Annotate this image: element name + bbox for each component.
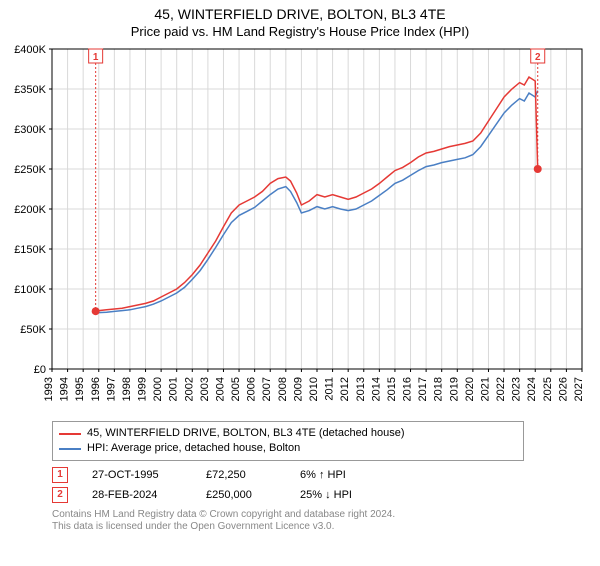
- svg-text:1997: 1997: [105, 377, 117, 401]
- svg-text:2021: 2021: [479, 377, 491, 401]
- chart-svg: £0 £50K £100K £150K £200K £250K £300K £350K £400…: [0, 45, 600, 415]
- svg-text:2001: 2001: [168, 377, 180, 401]
- svg-text:2009: 2009: [292, 377, 304, 401]
- data-price: £250,000: [206, 489, 276, 501]
- svg-text:2012: 2012: [339, 377, 351, 401]
- svg-text:2006: 2006: [246, 377, 258, 401]
- svg-text:2002: 2002: [183, 377, 195, 401]
- data-points-table: 1 27-OCT-1995 £72,250 6% ↑ HPI 2 28-FEB-…: [52, 467, 592, 503]
- svg-text:1998: 1998: [121, 377, 133, 401]
- svg-text:2027: 2027: [573, 377, 585, 401]
- svg-text:2004: 2004: [214, 377, 226, 401]
- legend-item: 45, WINTERFIELD DRIVE, BOLTON, BL3 4TE (…: [59, 426, 517, 441]
- legend-item: HPI: Average price, detached house, Bolt…: [59, 441, 517, 456]
- svg-text:2: 2: [535, 52, 541, 63]
- svg-text:£150K: £150K: [14, 244, 46, 256]
- svg-text:2023: 2023: [511, 377, 523, 401]
- footer-line: Contains HM Land Registry data © Crown c…: [52, 509, 592, 521]
- svg-text:1999: 1999: [137, 377, 149, 401]
- svg-text:2024: 2024: [526, 377, 538, 401]
- legend-swatch: [59, 448, 81, 450]
- legend-label: HPI: Average price, detached house, Bolt…: [87, 441, 300, 456]
- svg-text:2018: 2018: [433, 377, 445, 401]
- svg-text:£50K: £50K: [20, 324, 46, 336]
- chart-container: 45, WINTERFIELD DRIVE, BOLTON, BL3 4TE P…: [0, 6, 600, 533]
- title-address: 45, WINTERFIELD DRIVE, BOLTON, BL3 4TE: [0, 6, 600, 22]
- svg-text:2019: 2019: [448, 377, 460, 401]
- data-row: 1 27-OCT-1995 £72,250 6% ↑ HPI: [52, 467, 592, 483]
- svg-text:£300K: £300K: [14, 124, 46, 136]
- data-row: 2 28-FEB-2024 £250,000 25% ↓ HPI: [52, 487, 592, 503]
- svg-text:£100K: £100K: [14, 284, 46, 296]
- data-diff: 6% ↑ HPI: [300, 469, 380, 481]
- svg-text:£0: £0: [34, 364, 46, 376]
- svg-text:2020: 2020: [464, 377, 476, 401]
- svg-text:2010: 2010: [308, 377, 320, 401]
- svg-text:£400K: £400K: [14, 45, 46, 56]
- chart-area: £0 £50K £100K £150K £200K £250K £300K £350K £400…: [0, 45, 600, 415]
- svg-text:2007: 2007: [261, 377, 273, 401]
- data-diff: 25% ↓ HPI: [300, 489, 380, 501]
- svg-text:2003: 2003: [199, 377, 211, 401]
- svg-text:2013: 2013: [355, 377, 367, 401]
- data-date: 27-OCT-1995: [92, 469, 182, 481]
- data-date: 28-FEB-2024: [92, 489, 182, 501]
- marker-badge: 1: [52, 467, 68, 483]
- svg-text:2005: 2005: [230, 377, 242, 401]
- svg-text:1993: 1993: [43, 377, 55, 401]
- svg-text:2014: 2014: [370, 377, 382, 401]
- svg-text:1: 1: [93, 52, 99, 63]
- legend-swatch: [59, 433, 81, 435]
- svg-text:2011: 2011: [324, 377, 336, 401]
- footer: Contains HM Land Registry data © Crown c…: [52, 509, 592, 533]
- legend: 45, WINTERFIELD DRIVE, BOLTON, BL3 4TE (…: [52, 421, 524, 461]
- svg-text:2015: 2015: [386, 377, 398, 401]
- title-subtitle: Price paid vs. HM Land Registry's House …: [0, 24, 600, 39]
- svg-text:2008: 2008: [277, 377, 289, 401]
- svg-text:1996: 1996: [90, 377, 102, 401]
- svg-text:2025: 2025: [542, 377, 554, 401]
- svg-text:£350K: £350K: [14, 84, 46, 96]
- footer-line: This data is licensed under the Open Gov…: [52, 521, 592, 533]
- svg-text:£250K: £250K: [14, 164, 46, 176]
- svg-text:£200K: £200K: [14, 204, 46, 216]
- svg-text:2026: 2026: [557, 377, 569, 401]
- legend-label: 45, WINTERFIELD DRIVE, BOLTON, BL3 4TE (…: [87, 426, 405, 441]
- svg-text:1995: 1995: [74, 377, 86, 401]
- data-price: £72,250: [206, 469, 276, 481]
- svg-text:2022: 2022: [495, 377, 507, 401]
- svg-text:2000: 2000: [152, 377, 164, 401]
- marker-badge: 2: [52, 487, 68, 503]
- svg-text:2016: 2016: [402, 377, 414, 401]
- svg-text:1994: 1994: [59, 377, 71, 401]
- svg-text:2017: 2017: [417, 377, 429, 401]
